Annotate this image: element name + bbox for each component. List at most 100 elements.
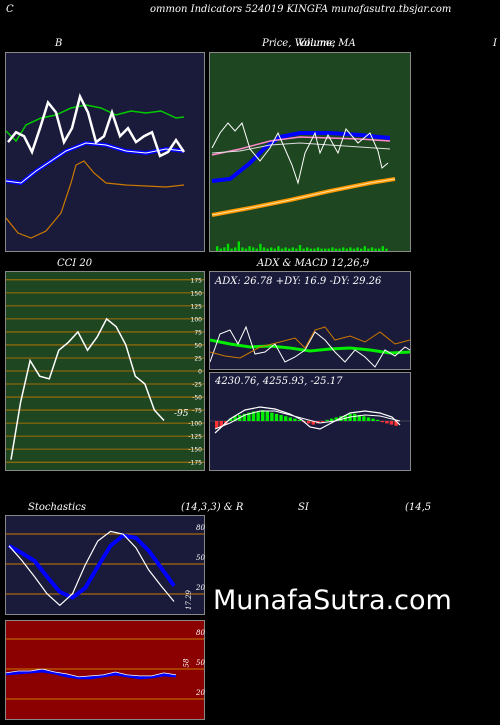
macd-chart — [210, 406, 410, 434]
volume-bar — [277, 246, 280, 251]
volume-bar — [342, 247, 345, 251]
stoch-tick-80: 80 — [196, 524, 205, 532]
volume-bar — [324, 248, 327, 251]
macd-histogram-bar — [366, 417, 371, 421]
cci-tick-label: 0 — [198, 369, 202, 376]
rsi-last-value: 58 — [182, 658, 191, 668]
volume-bar — [266, 248, 269, 251]
volume-bar — [237, 241, 240, 251]
volume-bar — [219, 248, 222, 251]
bollinger-chart — [6, 93, 186, 239]
cci-tick-label: 150 — [191, 290, 203, 297]
stochastics-chart — [6, 530, 204, 607]
macd-histogram-bar — [385, 421, 389, 424]
macd-histogram-bar — [293, 418, 297, 421]
corner-letter: C — [6, 4, 14, 15]
volume-bar — [345, 248, 348, 251]
volume-bar — [273, 248, 276, 251]
macd-histogram-bar — [288, 417, 292, 421]
price-title-overlap: Volume — [298, 38, 336, 49]
macd-histogram-bar — [325, 419, 329, 421]
volume-bar — [252, 247, 255, 251]
cci-tick-label: -125 — [188, 434, 202, 441]
volume-bar — [316, 247, 320, 251]
stochastics-panel: 80 50 20 17.29 — [5, 515, 205, 615]
volume-bar — [244, 248, 248, 251]
macd-histogram-bar — [389, 421, 394, 425]
rsi-signal-line — [6, 668, 177, 678]
volume-bar — [280, 248, 284, 251]
page-title: ommon Indicators 524019 KINGFA munafasut… — [150, 4, 452, 15]
cci-tick-label: 125 — [191, 303, 203, 310]
volume-bar — [309, 248, 312, 251]
stoch-last-value: 17.29 — [185, 589, 194, 611]
macd-histogram-bar — [247, 412, 251, 421]
macd-histogram-bar — [371, 418, 375, 421]
adx-line — [210, 338, 410, 355]
cci-tick-label: 75 — [194, 329, 202, 336]
adx-chart — [210, 325, 410, 368]
macd-histogram-bar — [284, 416, 288, 421]
macd-histogram-bar — [228, 418, 233, 421]
volume-bar — [363, 246, 366, 251]
macd-histogram-bar — [265, 411, 269, 421]
watermark: MunafaSutra.com — [213, 585, 452, 616]
volume-bar — [262, 247, 266, 251]
stoch-k-line — [8, 530, 175, 607]
volume-bar — [226, 243, 230, 251]
volume-bar — [248, 246, 251, 251]
volume-bar — [385, 248, 388, 251]
price-ma-orange-inner — [211, 178, 396, 216]
macd-histogram-bar — [362, 416, 366, 421]
macd-histogram-bar — [261, 410, 265, 421]
price-ma-gray — [211, 142, 391, 154]
volume-bar — [284, 247, 287, 251]
macd-histogram-bar — [215, 421, 219, 429]
volume-bar — [241, 247, 244, 251]
rsi-params: (14,5 — [405, 502, 432, 513]
cci-tick-label: -175 — [188, 460, 202, 467]
volume-bar — [291, 247, 294, 251]
price-panel — [209, 52, 411, 252]
volume-bar — [313, 248, 316, 251]
adx-title: ADX & MACD 12,26,9 — [257, 258, 370, 269]
bollinger-middle-band-highlight — [6, 142, 185, 184]
rsi-tick-50: 50 — [196, 659, 205, 667]
rsi-tick-80: 80 — [196, 629, 205, 637]
macd-histogram-bar — [279, 415, 283, 421]
volume-bar — [374, 248, 377, 251]
volume-bar — [360, 248, 363, 251]
macd-histogram-bar — [339, 416, 343, 421]
macd-line — [214, 406, 401, 434]
bollinger-title: B — [55, 38, 63, 49]
volume-bar — [349, 247, 352, 251]
stoch-params: (14,3,3) & R — [181, 502, 244, 513]
rsi-title: SI — [298, 502, 309, 513]
volume-bar — [270, 247, 273, 251]
macd-histogram-bar — [251, 411, 256, 421]
macd-histogram-bar — [353, 413, 357, 421]
cci-tick-label: 100 — [191, 316, 203, 323]
macd-histogram-bar — [307, 421, 311, 424]
volume-bar — [234, 247, 237, 251]
macd-histogram-bar — [394, 421, 398, 426]
volume-bar — [298, 245, 302, 251]
macd-histogram-bar — [256, 411, 260, 421]
cci-tick-label: -75 — [192, 408, 202, 415]
volume-bar — [255, 248, 258, 251]
volume-bar — [320, 248, 323, 251]
price-ma-blue — [211, 131, 391, 183]
bollinger-price-line — [7, 93, 186, 158]
macd-histogram-bar — [274, 413, 279, 421]
cci-tick-label: -150 — [188, 447, 202, 454]
macd-histogram-bar — [242, 413, 246, 421]
cci-title: CCI 20 — [57, 258, 93, 269]
macd-histogram-bar — [233, 416, 237, 421]
cci-tick-label: -25 — [192, 382, 202, 389]
macd-histogram-bar — [270, 412, 274, 421]
volume-bar — [370, 247, 374, 251]
bollinger-lower-band — [6, 160, 185, 239]
cci-tick-label: 50 — [194, 342, 202, 349]
cci-chart: 175 150 125 100 75 50 25 0 -25 -50 -75 -100 -125 -150… — [6, 277, 204, 467]
volume-bar — [302, 248, 305, 251]
